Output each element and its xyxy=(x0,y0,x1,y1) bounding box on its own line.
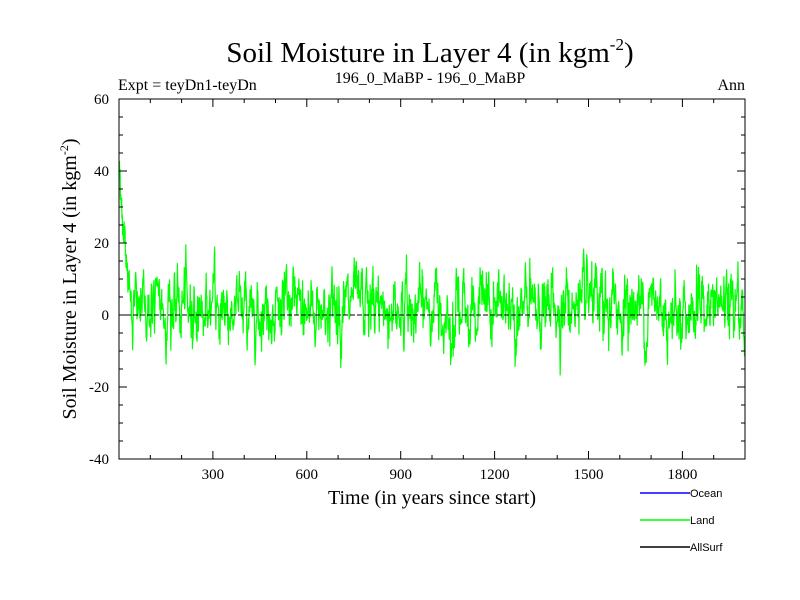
x-tick-label: 600 xyxy=(296,467,319,483)
legend-ocean-label: Ocean xyxy=(690,488,722,500)
period-label: 196_0_MaBP - 196_0_MaBP xyxy=(335,70,526,87)
x-tick-label: 300 xyxy=(202,467,225,483)
legend-land-label: Land xyxy=(690,515,714,527)
y-tick-label: -20 xyxy=(89,380,109,396)
plot-frame xyxy=(118,98,746,460)
legend-allsurf-label: AllSurf xyxy=(690,542,723,554)
x-tick-label: 1200 xyxy=(480,467,510,483)
y-tick-label: -40 xyxy=(89,452,109,468)
season-label: Ann xyxy=(717,77,745,94)
x-tick-label: 900 xyxy=(389,467,412,483)
y-tick-label: 0 xyxy=(102,308,110,324)
land-series-line xyxy=(118,160,746,376)
x-tick-label: 1500 xyxy=(574,467,604,483)
chart-title: Soil Moisture in Layer 4 (in kgm-2) xyxy=(226,35,633,69)
y-tick-label: 20 xyxy=(94,236,109,252)
x-axis-label: Time (in years since start) xyxy=(328,487,536,509)
legend: Ocean Land AllSurf xyxy=(640,488,723,554)
x-tick-label: 1800 xyxy=(667,467,697,483)
y-axis-label: Soil Moisture in Layer 4 (in kgm-2) xyxy=(57,138,81,419)
y-tick-label: 60 xyxy=(94,92,109,108)
land-series xyxy=(118,160,746,376)
experiment-label: Expt = teyDn1-teyDn xyxy=(118,77,257,94)
y-tick-label: 40 xyxy=(94,164,109,180)
